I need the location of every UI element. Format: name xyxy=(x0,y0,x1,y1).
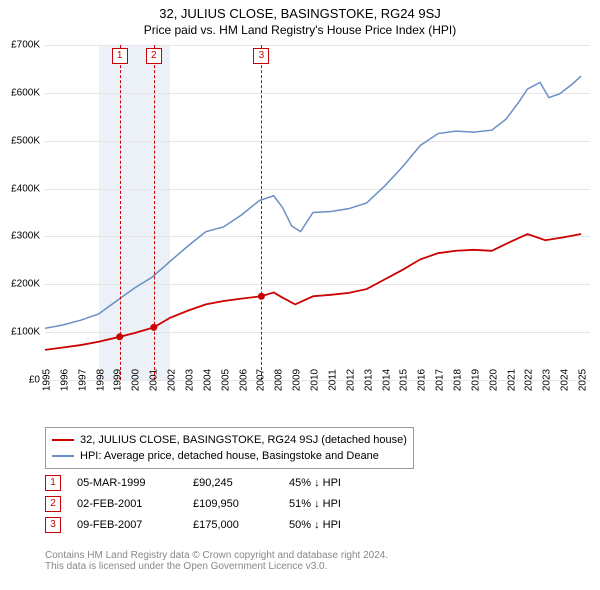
sale-marker-box: 1 xyxy=(112,48,128,64)
x-tick-label: 2020 xyxy=(484,369,499,391)
footer-line-1: Contains HM Land Registry data © Crown c… xyxy=(45,550,388,561)
x-tick-label: 1998 xyxy=(91,369,106,391)
x-tick-label: 2004 xyxy=(198,369,213,391)
x-tick-label: 2024 xyxy=(556,369,571,391)
x-tick-label: 2006 xyxy=(234,369,249,391)
y-tick-label: £400K xyxy=(11,183,45,194)
x-tick-label: 2025 xyxy=(574,369,589,391)
sale-date: 02-FEB-2001 xyxy=(77,498,177,510)
sale-row: 2 02-FEB-2001 £109,950 51% ↓ HPI xyxy=(45,496,341,512)
legend-label: 32, JULIUS CLOSE, BASINGSTOKE, RG24 9SJ … xyxy=(80,432,407,448)
x-tick-label: 2003 xyxy=(180,369,195,391)
sale-row: 1 05-MAR-1999 £90,245 45% ↓ HPI xyxy=(45,475,341,491)
x-tick-label: 1999 xyxy=(109,369,124,391)
x-tick-label: 1997 xyxy=(73,369,88,391)
series-property-line xyxy=(45,234,581,350)
y-tick-label: £300K xyxy=(11,231,45,242)
sale-delta: 50% ↓ HPI xyxy=(289,519,341,531)
x-tick-label: 2008 xyxy=(270,369,285,391)
sales-table: 1 05-MAR-1999 £90,245 45% ↓ HPI 2 02-FEB-2001… xyxy=(45,470,341,538)
x-tick-label: 2022 xyxy=(520,369,535,391)
y-tick-label: £700K xyxy=(11,40,45,51)
x-tick-label: 2007 xyxy=(252,369,267,391)
y-tick-label: £200K xyxy=(11,279,45,290)
series-hpi-line xyxy=(45,76,581,328)
x-tick-label: 2001 xyxy=(145,369,160,391)
sale-marker-box: 3 xyxy=(253,48,269,64)
sale-price: £90,245 xyxy=(193,477,273,489)
x-tick-label: 2015 xyxy=(395,369,410,391)
x-tick-label: 2012 xyxy=(341,369,356,391)
legend-swatch xyxy=(52,439,74,441)
page-title: 32, JULIUS CLOSE, BASINGSTOKE, RG24 9SJ xyxy=(0,0,600,21)
y-tick-label: £600K xyxy=(11,87,45,98)
sale-marker-box: 2 xyxy=(146,48,162,64)
sale-number-box: 1 xyxy=(45,475,61,491)
x-tick-label: 2016 xyxy=(413,369,428,391)
sale-number-box: 3 xyxy=(45,517,61,533)
x-tick-label: 2005 xyxy=(216,369,231,391)
chart-plot-area: 123 £0£100K£200K£300K£400K£500K£600K£700… xyxy=(45,45,590,380)
sale-date: 05-MAR-1999 xyxy=(77,477,177,489)
legend-label: HPI: Average price, detached house, Basi… xyxy=(80,448,379,464)
sale-price: £109,950 xyxy=(193,498,273,510)
page-subtitle: Price paid vs. HM Land Registry's House … xyxy=(0,21,600,37)
legend-item: 32, JULIUS CLOSE, BASINGSTOKE, RG24 9SJ … xyxy=(52,432,407,448)
x-tick-label: 2019 xyxy=(466,369,481,391)
legend-item: HPI: Average price, detached house, Basi… xyxy=(52,448,407,464)
x-tick-label: 2017 xyxy=(431,369,446,391)
x-tick-label: 2021 xyxy=(502,369,517,391)
x-tick-label: 2010 xyxy=(306,369,321,391)
sale-date: 09-FEB-2007 xyxy=(77,519,177,531)
x-tick-label: 2013 xyxy=(359,369,374,391)
line-chart-svg xyxy=(45,45,590,380)
sale-delta: 45% ↓ HPI xyxy=(289,477,341,489)
sale-price: £175,000 xyxy=(193,519,273,531)
sale-delta: 51% ↓ HPI xyxy=(289,498,341,510)
x-tick-label: 2000 xyxy=(127,369,142,391)
x-tick-label: 2018 xyxy=(448,369,463,391)
y-tick-label: £100K xyxy=(11,327,45,338)
x-tick-label: 1996 xyxy=(55,369,70,391)
y-tick-label: £500K xyxy=(11,135,45,146)
legend-swatch xyxy=(52,455,74,457)
x-tick-label: 1995 xyxy=(38,369,53,391)
footer-line-2: This data is licensed under the Open Gov… xyxy=(45,561,388,572)
x-tick-label: 2014 xyxy=(377,369,392,391)
legend-box: 32, JULIUS CLOSE, BASINGSTOKE, RG24 9SJ … xyxy=(45,427,414,469)
x-tick-label: 2011 xyxy=(323,369,338,391)
sale-row: 3 09-FEB-2007 £175,000 50% ↓ HPI xyxy=(45,517,341,533)
footer-attribution: Contains HM Land Registry data © Crown c… xyxy=(45,550,388,572)
x-tick-label: 2009 xyxy=(288,369,303,391)
sale-number-box: 2 xyxy=(45,496,61,512)
x-tick-label: 2023 xyxy=(538,369,553,391)
x-tick-label: 2002 xyxy=(163,369,178,391)
